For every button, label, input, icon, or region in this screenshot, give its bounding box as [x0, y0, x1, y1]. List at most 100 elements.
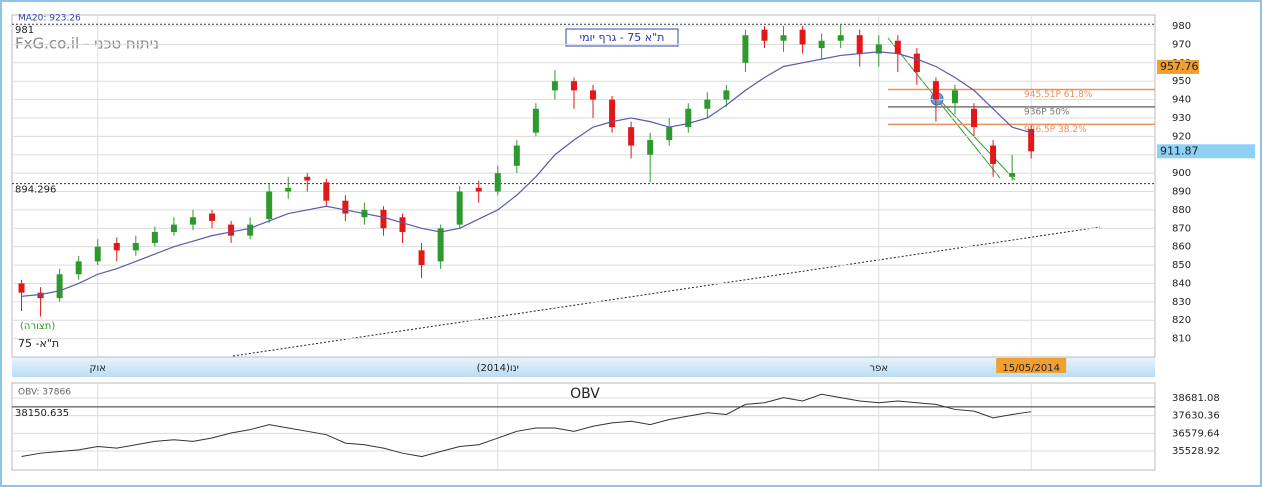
- candle-body: [551, 81, 558, 91]
- candle-body: [75, 261, 82, 275]
- candle-body: [818, 40, 825, 49]
- candle-body: [951, 90, 958, 104]
- candle-body: [780, 35, 787, 41]
- x-tick-label: 15/05/2014: [1002, 363, 1060, 374]
- candle-body: [894, 40, 901, 54]
- fib-label: 936P 50%: [1024, 107, 1070, 117]
- price-tag: [1157, 59, 1199, 74]
- title-box: [565, 28, 679, 47]
- candle-body: [418, 250, 425, 266]
- candle-body: [837, 35, 844, 41]
- ma-line: [21, 51, 1032, 297]
- obv-label: OBV: 37866: [18, 388, 71, 398]
- candle-body: [37, 292, 44, 299]
- obv-title: OBV: [570, 386, 600, 402]
- candle-body: [1028, 129, 1035, 152]
- index-name: ת"א- 75: [18, 337, 59, 350]
- ma-label: MA20: 923.26: [18, 14, 81, 24]
- y-tick-label: 830: [1172, 297, 1191, 308]
- candle-body: [723, 90, 730, 100]
- candle-body: [685, 108, 692, 128]
- candle-body: [494, 173, 501, 192]
- candle-body: [132, 243, 139, 251]
- candle-body: [513, 145, 520, 166]
- plot-border: [11, 14, 1156, 358]
- ref-label: 981: [15, 25, 34, 36]
- obv-line: [21, 393, 1032, 458]
- candle-body: [189, 217, 196, 225]
- candle-body: [285, 187, 292, 192]
- last-price-label: 911.87: [1160, 144, 1199, 157]
- price-tag-label: 957.76: [1160, 60, 1199, 73]
- y-tick-label: 37630.36: [1172, 411, 1220, 422]
- candle-body: [456, 191, 463, 225]
- candle-body: [761, 29, 768, 41]
- y-tick-label: 900: [1172, 168, 1191, 179]
- x-tick-label: אוק: [89, 363, 106, 374]
- ref-label: 894.296: [15, 185, 56, 196]
- candle-body: [971, 108, 978, 128]
- candle-body: [990, 145, 997, 164]
- candle-body: [647, 140, 654, 155]
- candle-body: [532, 108, 539, 133]
- candle-body: [932, 81, 939, 100]
- site-name: FxG.co.il - ניתוח טכני: [15, 35, 159, 53]
- fib-label: 926.5P 38.2%: [1024, 125, 1087, 135]
- candle-body: [266, 191, 273, 220]
- candle-body: [628, 127, 635, 146]
- y-tick-label: 920: [1172, 131, 1191, 142]
- y-tick-label: 35528.92: [1172, 446, 1220, 457]
- candle-body: [799, 29, 806, 45]
- y-tick-label: 860: [1172, 242, 1191, 253]
- fib-label: 945.51P 61.8%: [1024, 90, 1093, 100]
- candle-body: [18, 283, 25, 293]
- candle-body: [323, 182, 330, 201]
- x-tick-label: אפר: [869, 363, 888, 374]
- candle-body: [56, 274, 63, 299]
- candle-body: [94, 246, 101, 262]
- y-tick-label: 940: [1172, 95, 1191, 106]
- date-tag: [996, 358, 1067, 373]
- candle-body: [380, 209, 387, 229]
- candle-body: [742, 35, 749, 63]
- y-tick-label: 930: [1172, 113, 1191, 124]
- y-tick-label: 950: [1172, 76, 1191, 87]
- candle-body: [170, 224, 177, 232]
- y-tick-label: 38681.08: [1172, 393, 1220, 404]
- candle-body: [113, 243, 120, 251]
- y-tick-label: 810: [1172, 334, 1191, 345]
- y-tick-label: 820: [1172, 315, 1191, 326]
- candle-body: [475, 187, 482, 192]
- y-tick-label: 890: [1172, 187, 1191, 198]
- x-axis-band: [12, 357, 1155, 377]
- candle-body: [704, 99, 711, 109]
- candle-body: [875, 44, 882, 54]
- y-tick-label: 970: [1172, 39, 1191, 50]
- y-tick-label: 36579.64: [1172, 428, 1220, 439]
- candle-body: [1009, 173, 1016, 177]
- obv-border: [11, 382, 1156, 471]
- candle-body: [570, 81, 577, 91]
- chart-title: ת"א 75 - גרף יומי: [580, 31, 665, 44]
- candle-body: [399, 217, 406, 232]
- candle-body: [666, 127, 673, 141]
- candle-body: [437, 228, 444, 262]
- last-price-tag: [1157, 144, 1255, 159]
- y-tick-label: 980: [1172, 21, 1191, 32]
- y-tick-label: 870: [1172, 223, 1191, 234]
- y-tick-label: 880: [1172, 205, 1191, 216]
- candle-body: [247, 224, 254, 236]
- candle-body: [609, 99, 616, 128]
- y-tick-label: 850: [1172, 260, 1191, 271]
- candle-body: [590, 90, 597, 100]
- candle-body: [304, 176, 311, 181]
- candle-body: [228, 224, 235, 236]
- pattern-label: (תצורה): [20, 321, 55, 332]
- candle-body: [856, 35, 863, 54]
- candle-body: [209, 213, 216, 221]
- y-tick-label: 840: [1172, 278, 1191, 289]
- ref-label: 38150.635: [15, 408, 69, 419]
- x-tick-label: (2014)ינו: [477, 363, 519, 374]
